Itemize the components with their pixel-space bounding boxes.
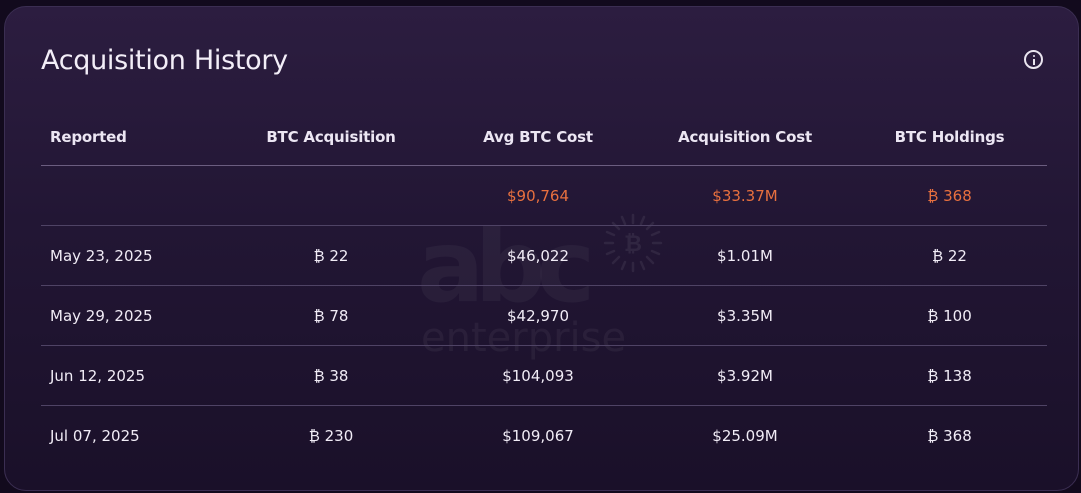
cell-btc-acquisition: ₿ 230 <box>308 426 354 445</box>
cell-acquisition-cost: $3.92M <box>638 345 852 406</box>
header-acquisition-cost[interactable]: Acquisition Cost <box>638 109 852 166</box>
cell-btc-holdings: ₿ 368 <box>927 426 972 445</box>
header-reported[interactable]: Reported <box>41 109 224 166</box>
table-row: May 23, 2025 ₿ 22 $46,022 $1.01M ₿ 22 <box>41 225 1047 286</box>
totals-btc-holdings: ₿ 368 <box>852 165 1047 226</box>
totals-btc-acquisition <box>224 165 438 226</box>
cell-btc-acquisition: ₿ 22 <box>224 225 438 286</box>
acquisition-table: Reported BTC Acquisition Avg BTC Cost Ac… <box>41 109 1047 465</box>
cell-acquisition-cost: $3.35M <box>638 285 852 346</box>
info-icon[interactable] <box>1024 50 1043 69</box>
cell-acquisition-cost: $25.09M <box>712 426 778 445</box>
header-avg-btc-cost[interactable]: Avg BTC Cost <box>438 109 638 166</box>
cell-btc-acquisition: ₿ 38 <box>224 345 438 406</box>
table-row: Jun 12, 2025 ₿ 38 $104,093 $3.92M ₿ 138 <box>41 345 1047 406</box>
totals-reported <box>41 165 224 226</box>
cell-avg-btc-cost: $104,093 <box>438 345 638 406</box>
cell-reported: Jul 07, 2025 <box>50 426 140 445</box>
card-title: Acquisition History <box>41 45 288 76</box>
totals-acquisition-cost: $33.37M <box>638 165 852 226</box>
cell-reported: May 29, 2025 <box>41 285 224 346</box>
cell-btc-holdings: ₿ 22 <box>852 225 1047 286</box>
acquisition-history-card: Acquisition History abc <box>4 6 1079 491</box>
table-row: Jul 07, 2025 ₿ 230 $109,067 $25.09M ₿ 36… <box>41 406 1047 466</box>
table-header-row: Reported BTC Acquisition Avg BTC Cost Ac… <box>41 109 1047 166</box>
totals-avg-btc-cost: $90,764 <box>438 165 638 226</box>
cell-acquisition-cost: $1.01M <box>638 225 852 286</box>
cell-avg-btc-cost: $46,022 <box>438 225 638 286</box>
cell-btc-holdings: ₿ 138 <box>852 345 1047 406</box>
table-row: May 29, 2025 ₿ 78 $42,970 $3.35M ₿ 100 <box>41 285 1047 346</box>
totals-row: $90,764 $33.37M ₿ 368 <box>41 165 1047 226</box>
header-btc-acquisition[interactable]: BTC Acquisition <box>224 109 438 166</box>
cell-avg-btc-cost: $42,970 <box>438 285 638 346</box>
cell-btc-acquisition: ₿ 78 <box>224 285 438 346</box>
header-btc-holdings[interactable]: BTC Holdings <box>852 109 1047 166</box>
cell-avg-btc-cost: $109,067 <box>502 426 574 445</box>
cell-btc-holdings: ₿ 100 <box>852 285 1047 346</box>
cell-reported: Jun 12, 2025 <box>41 345 224 406</box>
cell-reported: May 23, 2025 <box>41 225 224 286</box>
